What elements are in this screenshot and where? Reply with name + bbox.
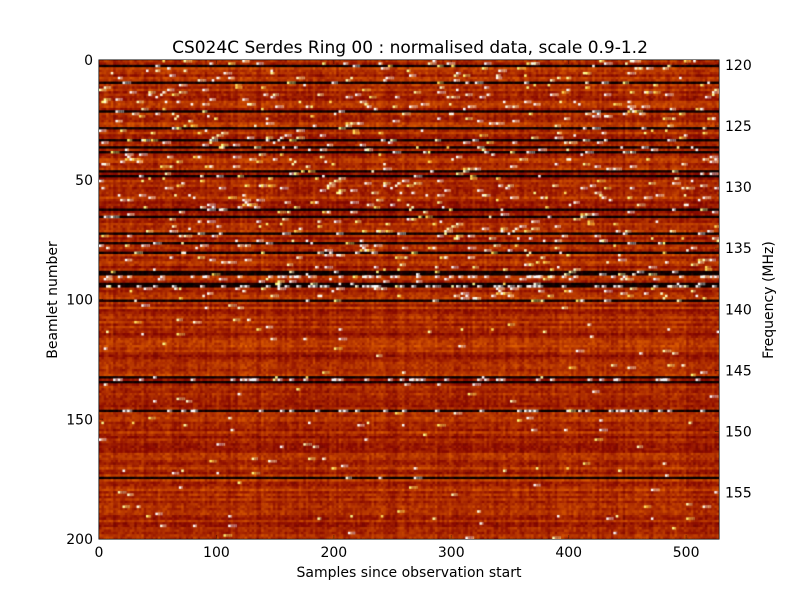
- y-tick-label: 150: [66, 412, 93, 428]
- y-axis-right-label: Frequency (MHz): [761, 241, 777, 359]
- y-right-tick-label: 130: [725, 180, 752, 196]
- y-axis-label: Beamlet number: [45, 241, 61, 359]
- x-tick-label: 100: [203, 545, 230, 561]
- y-right-tick-label: 145: [725, 363, 752, 379]
- x-tick-label: 0: [95, 545, 104, 561]
- chart-title: CS024C Serdes Ring 00 : normalised data,…: [172, 38, 648, 58]
- y-tick-label: 200: [66, 532, 93, 548]
- x-tick-label: 500: [673, 545, 700, 561]
- x-tick-label: 300: [438, 545, 465, 561]
- y-tick-label: 100: [66, 293, 93, 309]
- heatmap-texture: [99, 60, 719, 539]
- y-right-tick-label: 135: [725, 241, 752, 257]
- y-right-tick-label: 120: [725, 58, 752, 74]
- y-right-tick-label: 150: [725, 424, 752, 440]
- y-right-tick-label: 155: [725, 486, 752, 502]
- x-axis-label: Samples since observation start: [297, 565, 522, 581]
- x-tick-label: 200: [320, 545, 347, 561]
- y-tick-label: 0: [84, 53, 93, 69]
- y-right-tick-label: 140: [725, 302, 752, 318]
- y-right-tick-label: 125: [725, 119, 752, 135]
- axes-ticks: 0 100 200 300 400 500 0 50 100 150 200 120 125 130 135…: [66, 53, 751, 561]
- y-tick-label: 50: [75, 173, 93, 189]
- x-tick-label: 400: [555, 545, 582, 561]
